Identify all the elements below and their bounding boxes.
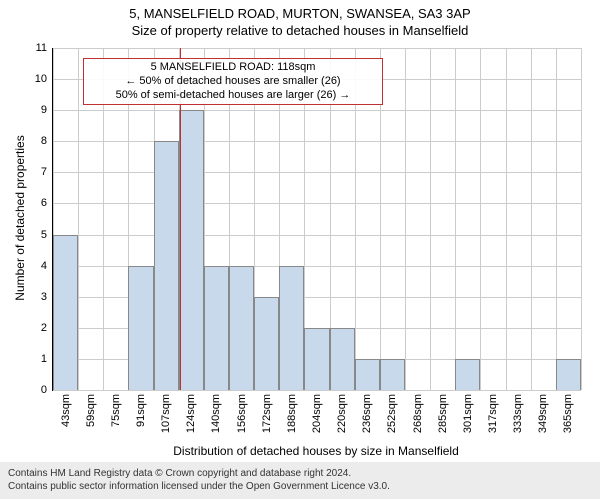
gridline-v — [480, 48, 481, 390]
gridline — [53, 110, 581, 111]
y-tick-label: 7 — [41, 166, 53, 178]
histogram-bar — [455, 359, 480, 390]
title-line1: 5, MANSELFIELD ROAD, MURTON, SWANSEA, SA… — [0, 6, 600, 23]
annotation-line2: ← 50% of detached houses are smaller (26… — [88, 75, 378, 89]
gridline-v — [581, 48, 582, 390]
x-tick-label: 317sqm — [487, 390, 499, 433]
x-tick-label: 333sqm — [512, 390, 524, 433]
x-tick-label: 204sqm — [311, 390, 323, 433]
gridline-v — [455, 48, 456, 390]
title-line2: Size of property relative to detached ho… — [0, 23, 600, 40]
x-tick-label: 172sqm — [261, 390, 273, 433]
chart-container: 5, MANSELFIELD ROAD, MURTON, SWANSEA, SA… — [0, 0, 600, 500]
x-tick-label: 252sqm — [386, 390, 398, 433]
x-tick-label: 140sqm — [210, 390, 222, 433]
histogram-bar — [556, 359, 581, 390]
gridline — [53, 203, 581, 204]
x-tick-label: 188sqm — [286, 390, 298, 433]
y-tick-label: 2 — [41, 322, 53, 334]
x-tick-label: 236sqm — [361, 390, 373, 433]
gridline-v — [531, 48, 532, 390]
histogram-bar — [304, 328, 329, 390]
x-tick-label: 365sqm — [562, 390, 574, 433]
x-tick-label: 220sqm — [336, 390, 348, 433]
annotation-line3: 50% of semi-detached houses are larger (… — [88, 89, 378, 103]
y-tick-label: 10 — [35, 73, 53, 85]
x-tick-label: 349sqm — [537, 390, 549, 433]
histogram-bar — [204, 266, 229, 390]
y-tick-label: 0 — [41, 384, 53, 396]
annotation-line1: 5 MANSELFIELD ROAD: 118sqm — [88, 61, 378, 75]
footer-line1: Contains HM Land Registry data © Crown c… — [8, 468, 592, 481]
x-tick-label: 301sqm — [462, 390, 474, 433]
x-tick-label: 124sqm — [185, 390, 197, 433]
gridline — [53, 141, 581, 142]
y-tick-label: 8 — [41, 135, 53, 147]
y-tick-label: 6 — [41, 197, 53, 209]
x-tick-label: 43sqm — [60, 390, 72, 427]
x-tick-label: 285sqm — [437, 390, 449, 433]
x-tick-label: 156sqm — [236, 390, 248, 433]
y-tick-label: 11 — [36, 42, 53, 54]
histogram-bar — [355, 359, 380, 390]
titles: 5, MANSELFIELD ROAD, MURTON, SWANSEA, SA… — [0, 6, 600, 40]
histogram-bar — [229, 266, 254, 390]
x-tick-label: 107sqm — [160, 390, 172, 433]
y-tick-label: 3 — [41, 291, 53, 303]
gridline-v — [78, 48, 79, 390]
gridline-v — [556, 48, 557, 390]
footer-line2: Contains public sector information licen… — [8, 481, 592, 494]
histogram-bar — [154, 141, 179, 390]
gridline-v — [405, 48, 406, 390]
attribution-footer: Contains HM Land Registry data © Crown c… — [0, 462, 600, 499]
histogram-bar — [53, 235, 78, 390]
gridline — [53, 235, 581, 236]
histogram-bar — [380, 359, 405, 390]
x-tick-label: 75sqm — [110, 390, 122, 427]
y-tick-label: 1 — [41, 353, 53, 365]
histogram-bar — [128, 266, 153, 390]
y-axis-label: Number of detached properties — [13, 118, 27, 318]
gridline — [53, 48, 581, 49]
y-tick-label: 5 — [41, 229, 53, 241]
x-tick-label: 59sqm — [85, 390, 97, 427]
gridline-v — [506, 48, 507, 390]
histogram-bar — [330, 328, 355, 390]
x-tick-label: 268sqm — [412, 390, 424, 433]
gridline-v — [430, 48, 431, 390]
histogram-bar — [179, 110, 204, 390]
gridline — [53, 172, 581, 173]
y-tick-label: 4 — [41, 260, 53, 272]
y-tick-label: 9 — [41, 104, 53, 116]
histogram-bar — [279, 266, 304, 390]
x-axis-label: Distribution of detached houses by size … — [52, 444, 580, 458]
histogram-bar — [254, 297, 279, 390]
x-tick-label: 91sqm — [135, 390, 147, 427]
annotation-box: 5 MANSELFIELD ROAD: 118sqm ← 50% of deta… — [83, 58, 383, 105]
